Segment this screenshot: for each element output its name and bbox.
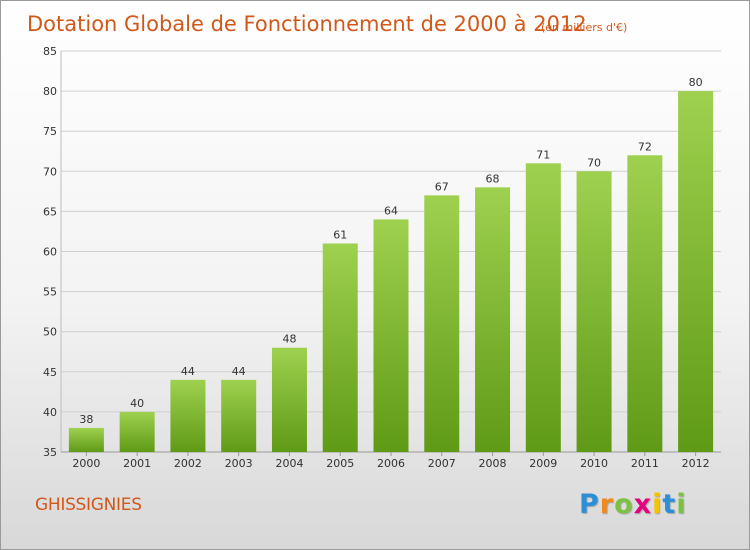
x-tick-label: 2006 [377, 457, 405, 470]
value-label: 38 [79, 413, 93, 426]
logo-letter: i [652, 489, 663, 520]
bar-2007 [424, 195, 460, 453]
logo-letter: i [676, 489, 687, 520]
logo-letter: t [662, 489, 677, 520]
value-label: 40 [130, 397, 144, 410]
x-tick-label: 2004 [275, 457, 303, 470]
x-tick-label: 2010 [580, 457, 608, 470]
bar-2000 [68, 427, 104, 452]
y-tick-label: 35 [43, 446, 57, 459]
bar-2011 [627, 155, 663, 452]
value-label: 61 [333, 228, 347, 241]
x-tick-label: 2008 [479, 457, 507, 470]
bar-2006 [373, 219, 409, 452]
bar-2008 [475, 187, 511, 452]
bars-layer [68, 91, 714, 453]
x-tick-label: 2000 [72, 457, 100, 470]
y-tick-label: 80 [43, 85, 57, 98]
value-label: 44 [232, 365, 246, 378]
y-tick-label: 70 [43, 165, 57, 178]
value-label: 68 [486, 172, 500, 185]
logo-letter: o [614, 489, 634, 520]
logo-letter: r [599, 489, 615, 520]
y-tick-label: 85 [43, 45, 57, 58]
logo-letter: x [633, 489, 653, 520]
bar-2009 [525, 163, 561, 452]
bar-2010 [576, 171, 612, 453]
y-tick-label: 40 [43, 406, 57, 419]
y-tick-label: 60 [43, 246, 57, 259]
x-tick-label: 2007 [428, 457, 456, 470]
x-tick-label: 2012 [682, 457, 710, 470]
x-axis-labels: 2000 2001 2002 2003 2004 2005 2006 2007 2008 2009… [72, 452, 710, 470]
logo-letter: P [579, 489, 600, 520]
y-tick-label: 45 [43, 366, 57, 379]
value-label: 44 [181, 365, 195, 378]
bar-2005 [322, 243, 358, 452]
value-label: 48 [282, 333, 296, 346]
proxiti-logo: Proxiti [579, 489, 687, 520]
value-label: 71 [536, 148, 550, 161]
value-label: 64 [384, 204, 398, 217]
x-tick-label: 2003 [225, 457, 253, 470]
value-label: 67 [435, 180, 449, 193]
value-labels: 38 40 44 44 48 61 64 67 68 71 70 72 80 [79, 76, 702, 426]
y-tick-label: 50 [43, 326, 57, 339]
x-tick-label: 2001 [123, 457, 151, 470]
value-label: 72 [638, 140, 652, 153]
bar-2004 [271, 347, 307, 452]
value-label: 70 [587, 156, 601, 169]
chart-subtitle: (en milliers d'€) [541, 21, 627, 34]
bar-2003 [221, 379, 257, 452]
bar-2012 [678, 91, 714, 452]
x-tick-label: 2002 [174, 457, 202, 470]
x-tick-label: 2005 [326, 457, 354, 470]
bar-2001 [119, 411, 155, 452]
commune-name: GHISSIGNIES [35, 495, 142, 515]
y-tick-label: 75 [43, 125, 57, 138]
y-tick-label: 65 [43, 205, 57, 218]
chart-title: Dotation Globale de Fonctionnement de 20… [27, 12, 587, 36]
x-tick-label: 2009 [529, 457, 557, 470]
y-tick-label: 55 [43, 286, 57, 299]
bar-2002 [170, 379, 206, 452]
x-tick-label: 2011 [631, 457, 659, 470]
value-label: 80 [689, 76, 703, 89]
